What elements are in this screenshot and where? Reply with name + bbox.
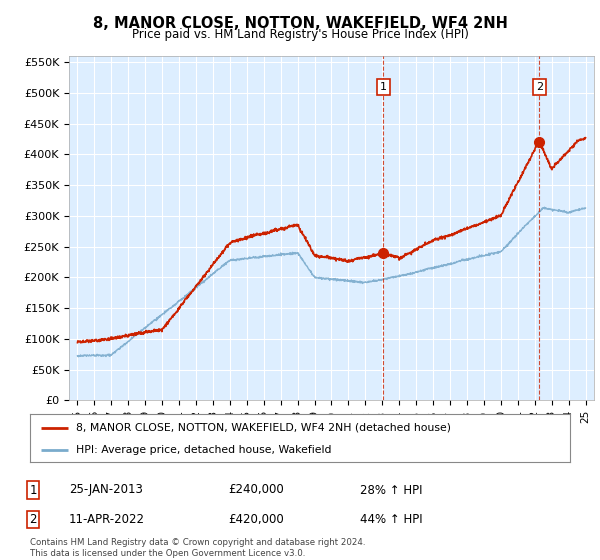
Text: 1: 1 — [29, 483, 37, 497]
Text: 44% ↑ HPI: 44% ↑ HPI — [360, 513, 422, 526]
Text: £240,000: £240,000 — [228, 483, 284, 497]
Text: Contains HM Land Registry data © Crown copyright and database right 2024.
This d: Contains HM Land Registry data © Crown c… — [30, 538, 365, 558]
Text: £420,000: £420,000 — [228, 513, 284, 526]
Text: 25-JAN-2013: 25-JAN-2013 — [69, 483, 143, 497]
Text: 11-APR-2022: 11-APR-2022 — [69, 513, 145, 526]
Text: 8, MANOR CLOSE, NOTTON, WAKEFIELD, WF4 2NH (detached house): 8, MANOR CLOSE, NOTTON, WAKEFIELD, WF4 2… — [76, 423, 451, 433]
Text: 2: 2 — [29, 513, 37, 526]
Text: 8, MANOR CLOSE, NOTTON, WAKEFIELD, WF4 2NH: 8, MANOR CLOSE, NOTTON, WAKEFIELD, WF4 2… — [92, 16, 508, 31]
Text: HPI: Average price, detached house, Wakefield: HPI: Average price, detached house, Wake… — [76, 445, 331, 455]
Text: 28% ↑ HPI: 28% ↑ HPI — [360, 483, 422, 497]
Text: 2: 2 — [536, 82, 543, 92]
Text: 1: 1 — [380, 82, 387, 92]
Text: Price paid vs. HM Land Registry's House Price Index (HPI): Price paid vs. HM Land Registry's House … — [131, 28, 469, 41]
